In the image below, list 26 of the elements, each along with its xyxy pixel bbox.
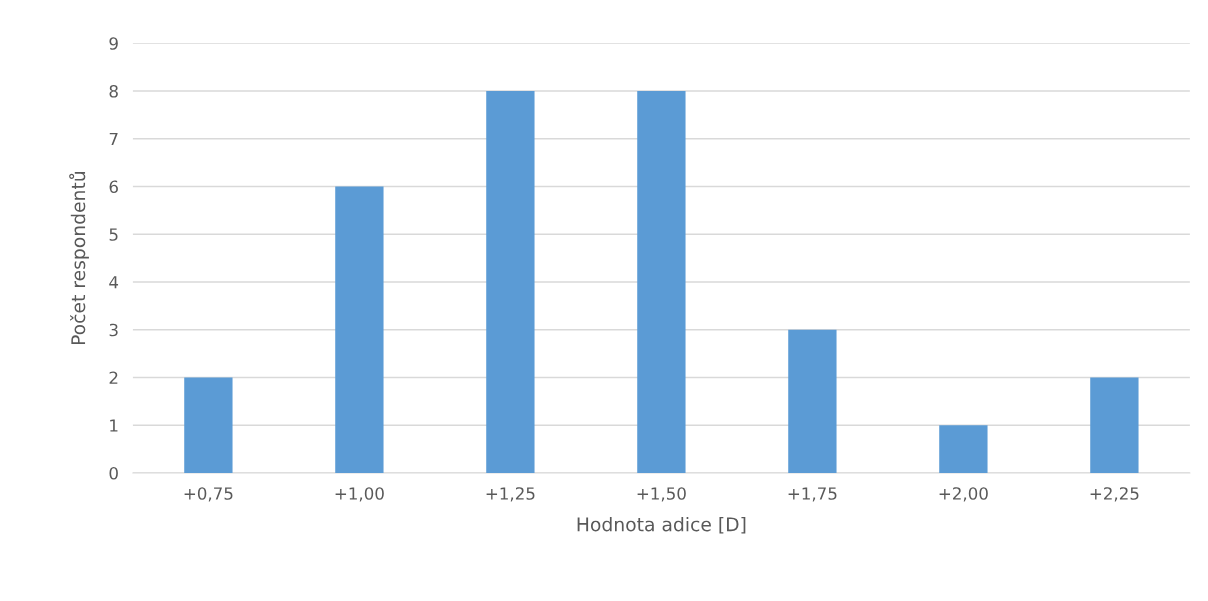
y-tick-label: 5 [109,228,118,241]
y-tick-label: 6 [109,180,118,194]
x-tick-label: +0,75 [184,487,233,502]
bar [1090,377,1139,473]
bar [335,186,384,473]
x-tick-label: +1,50 [637,487,686,502]
x-axis-title: Hodnota adice [D] [577,516,746,534]
y-tick-label: 8 [109,84,118,98]
y-axis-title: Počet respondentů [69,172,89,345]
x-tick-label: +1,25 [486,487,535,502]
y-tick-label: 3 [109,323,118,337]
y-tick-label: 0 [109,466,118,480]
y-tick-label: 4 [109,276,119,289]
bar [637,91,686,473]
bar [184,377,233,473]
bar [939,425,988,473]
x-tick-label: +1,75 [788,487,837,502]
x-tick-label: +2,00 [939,487,988,502]
x-tick-label: +1,00 [335,487,384,502]
bar [486,91,535,473]
y-tick-label: 9 [109,37,118,50]
bar [788,329,837,473]
y-tick-label: 7 [109,132,118,146]
y-tick-label: 1 [110,419,118,432]
x-tick-label: +2,25 [1090,487,1139,502]
y-tick-label: 2 [109,371,118,384]
